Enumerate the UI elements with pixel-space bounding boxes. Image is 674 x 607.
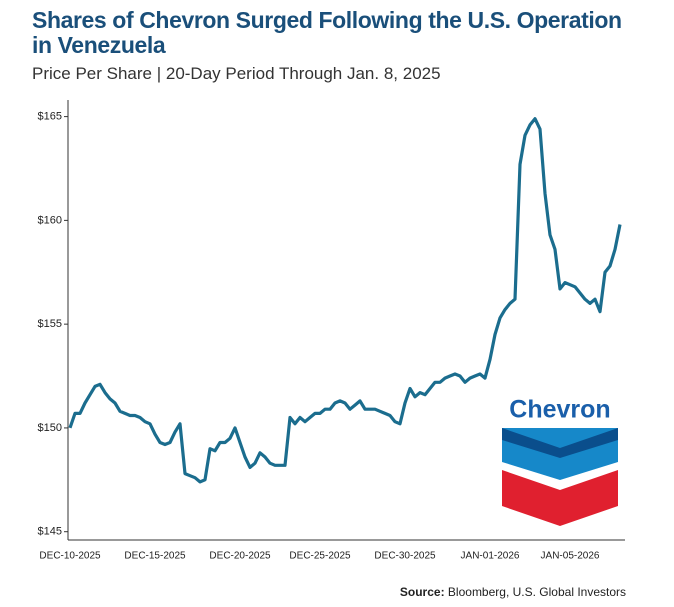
x-tick-label: DEC-25-2025 [289, 551, 351, 562]
header: Shares of Chevron Surged Following the U… [32, 8, 632, 84]
y-tick-label: $155 [38, 318, 62, 330]
y-tick-label: $150 [38, 422, 62, 434]
x-tick-label: DEC-15-2025 [124, 551, 186, 562]
source-label: Source: [399, 585, 445, 599]
source-text: Bloomberg, U.S. Global Investors [447, 585, 626, 599]
logo-red [502, 470, 618, 526]
x-tick-label: JAN-01-2026 [461, 551, 520, 562]
x-tick-label: JAN-05-2026 [541, 551, 600, 562]
x-tick-label: DEC-20-2025 [209, 551, 271, 562]
y-tick-label: $160 [38, 214, 62, 226]
chart-subtitle: Price Per Share | 20-Day Period Through … [32, 64, 441, 83]
x-tick-label: DEC-30-2025 [374, 551, 436, 562]
x-tick-label: DEC-10-2025 [39, 551, 101, 562]
chart-title: Shares of Chevron Surged Following the U… [32, 7, 622, 58]
y-tick-label: $165 [38, 111, 62, 123]
logo-text: Chevron [509, 396, 610, 424]
y-tick-label: $145 [38, 526, 62, 538]
price-line [68, 117, 622, 484]
logo-blue-dark [502, 428, 618, 458]
logo: Chevron [502, 396, 618, 526]
source: Source: Bloomberg, U.S. Global Investors [400, 585, 626, 599]
